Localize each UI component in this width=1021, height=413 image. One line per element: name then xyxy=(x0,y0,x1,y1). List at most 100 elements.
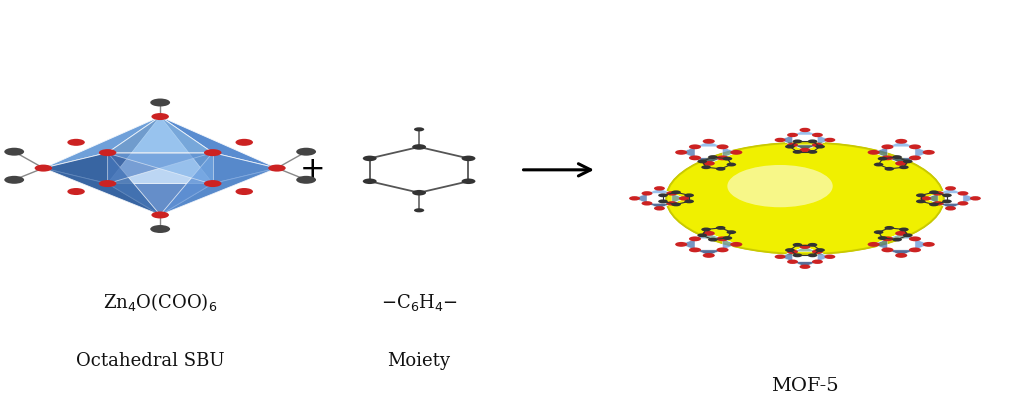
Circle shape xyxy=(929,202,938,206)
Polygon shape xyxy=(887,233,915,239)
Circle shape xyxy=(970,196,981,201)
Circle shape xyxy=(362,156,377,161)
Circle shape xyxy=(900,165,909,169)
Circle shape xyxy=(942,193,952,197)
Polygon shape xyxy=(160,153,277,215)
Text: Zn$_4$O(COO)$_6$: Zn$_4$O(COO)$_6$ xyxy=(103,291,217,313)
Circle shape xyxy=(942,199,952,203)
Circle shape xyxy=(702,231,715,236)
Circle shape xyxy=(296,148,317,156)
Circle shape xyxy=(702,161,715,166)
Circle shape xyxy=(412,144,426,150)
Polygon shape xyxy=(805,130,830,140)
Circle shape xyxy=(654,186,665,190)
Circle shape xyxy=(654,206,665,211)
Circle shape xyxy=(716,167,726,171)
Circle shape xyxy=(689,145,701,149)
Circle shape xyxy=(99,180,116,187)
Circle shape xyxy=(641,201,652,206)
Circle shape xyxy=(812,249,823,254)
Circle shape xyxy=(923,242,935,247)
Circle shape xyxy=(697,159,707,163)
Polygon shape xyxy=(709,141,736,152)
Circle shape xyxy=(892,237,902,242)
Circle shape xyxy=(702,139,715,144)
Circle shape xyxy=(881,236,893,241)
Circle shape xyxy=(702,253,715,258)
Polygon shape xyxy=(874,147,887,158)
Circle shape xyxy=(723,157,732,161)
Polygon shape xyxy=(780,135,792,145)
Circle shape xyxy=(787,259,798,264)
Polygon shape xyxy=(723,239,736,250)
Polygon shape xyxy=(107,153,212,183)
Circle shape xyxy=(881,155,893,160)
Circle shape xyxy=(717,155,729,160)
Circle shape xyxy=(775,138,785,142)
Circle shape xyxy=(903,233,913,237)
Polygon shape xyxy=(805,257,830,267)
Polygon shape xyxy=(107,153,212,183)
Polygon shape xyxy=(647,188,672,193)
Circle shape xyxy=(412,190,426,195)
Polygon shape xyxy=(681,239,695,250)
Polygon shape xyxy=(915,147,929,158)
Circle shape xyxy=(815,248,825,252)
Polygon shape xyxy=(792,247,818,252)
Circle shape xyxy=(667,201,677,206)
Circle shape xyxy=(932,201,943,206)
Polygon shape xyxy=(695,233,723,239)
Circle shape xyxy=(903,159,913,163)
Polygon shape xyxy=(887,141,915,147)
Circle shape xyxy=(667,143,943,254)
Circle shape xyxy=(708,237,718,242)
Polygon shape xyxy=(874,244,902,255)
Polygon shape xyxy=(926,193,938,203)
Text: Moiety: Moiety xyxy=(388,352,450,370)
Circle shape xyxy=(909,155,921,160)
Circle shape xyxy=(884,226,894,230)
Polygon shape xyxy=(792,130,818,135)
Circle shape xyxy=(799,148,811,152)
Circle shape xyxy=(799,265,811,269)
Polygon shape xyxy=(792,145,818,150)
Circle shape xyxy=(884,167,894,171)
Circle shape xyxy=(151,211,168,218)
Polygon shape xyxy=(160,168,277,215)
Circle shape xyxy=(892,155,902,159)
Polygon shape xyxy=(695,158,723,164)
Circle shape xyxy=(727,165,833,207)
Circle shape xyxy=(99,149,116,156)
Circle shape xyxy=(684,193,694,197)
Polygon shape xyxy=(681,244,709,255)
Polygon shape xyxy=(709,152,736,164)
Circle shape xyxy=(461,178,476,184)
Polygon shape xyxy=(915,239,929,250)
Circle shape xyxy=(667,143,943,254)
Circle shape xyxy=(799,128,811,132)
Circle shape xyxy=(824,138,835,142)
Polygon shape xyxy=(709,233,736,244)
Circle shape xyxy=(792,140,803,143)
Text: $-$C$_6$H$_4$$-$: $-$C$_6$H$_4$$-$ xyxy=(381,292,457,313)
Circle shape xyxy=(785,248,794,252)
Polygon shape xyxy=(780,247,805,257)
Polygon shape xyxy=(44,116,160,183)
Circle shape xyxy=(701,228,711,231)
Circle shape xyxy=(236,188,253,195)
Circle shape xyxy=(717,236,729,241)
Circle shape xyxy=(812,259,823,264)
Circle shape xyxy=(204,149,222,156)
Polygon shape xyxy=(160,116,277,168)
Circle shape xyxy=(920,196,931,201)
Circle shape xyxy=(958,201,969,206)
Circle shape xyxy=(787,143,798,147)
Circle shape xyxy=(659,199,668,203)
Circle shape xyxy=(296,176,317,184)
Circle shape xyxy=(945,206,956,211)
Circle shape xyxy=(679,196,690,201)
Circle shape xyxy=(4,148,25,156)
Circle shape xyxy=(362,178,377,184)
Circle shape xyxy=(717,145,729,149)
Circle shape xyxy=(269,165,286,172)
